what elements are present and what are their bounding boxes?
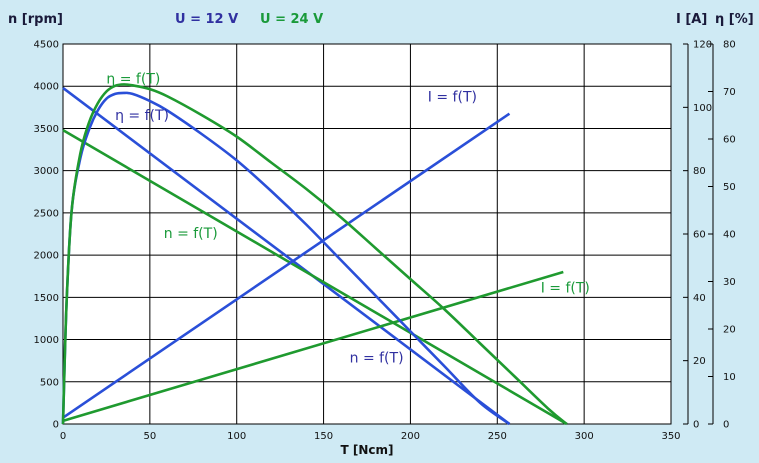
curves	[61, 83, 568, 426]
x-axis-title: T [Ncm]	[341, 443, 394, 457]
current-curve-24v	[62, 270, 564, 423]
plot-area	[62, 43, 672, 425]
y-tick-label-efficiency: 40	[723, 230, 736, 241]
y-tick-label-rpm: 4500	[34, 40, 59, 51]
efficiency-curve-24v	[61, 83, 568, 426]
y-tick-label-current: 120	[693, 40, 712, 51]
y-tick-label-efficiency: 10	[723, 372, 736, 383]
curve-label: I = f(T)	[428, 89, 477, 105]
y-tick-label-efficiency: 20	[723, 325, 736, 336]
grid	[62, 43, 672, 425]
y-tick-label-rpm: 3500	[34, 124, 59, 135]
curve-label: n = f(T)	[164, 226, 218, 242]
y-tick-label-rpm: 1000	[34, 335, 59, 346]
y-tick-label-current: 20	[693, 356, 706, 367]
speed-curve-12v	[62, 86, 511, 426]
y-tick-label-rpm: 2000	[34, 251, 59, 262]
y-tick-label-rpm: 0	[53, 420, 59, 431]
y-tick-label-current: 40	[693, 293, 706, 304]
legend-u12: U = 12 V	[175, 12, 239, 27]
y-tick-label-efficiency: 50	[723, 182, 736, 193]
right-axis-label-current: I [A]	[676, 12, 708, 27]
x-tick-label: 0	[60, 431, 66, 442]
x-tick-label: 200	[401, 431, 420, 442]
y-tick-label-rpm: 4000	[34, 82, 59, 93]
speed-curve-24v	[62, 129, 568, 426]
y-tick-label-efficiency: 0	[723, 420, 729, 431]
curve-labels: η = f(T) η = f(T) I = f(T) n = f(T) I = f(T)…	[106, 72, 589, 367]
curve-label: I = f(T)	[541, 280, 590, 296]
x-tick-label: 50	[143, 431, 156, 442]
right-axis-label-efficiency: η [%]	[715, 12, 754, 27]
y-tick-label-efficiency: 60	[723, 135, 736, 146]
curve-label: n = f(T)	[350, 350, 404, 366]
y-tick-label-current: 60	[693, 230, 706, 241]
axes: 0 50 100 150 200 250 300 3500500100015002000250…	[34, 40, 736, 443]
y-tick-label-efficiency: 80	[723, 40, 736, 51]
y-tick-label-current: 100	[693, 103, 712, 114]
x-tick-label: 250	[488, 431, 507, 442]
y-tick-label-rpm: 1500	[34, 293, 59, 304]
legend-u24: U = 24 V	[260, 12, 324, 27]
curve-label: η = f(T)	[106, 72, 160, 88]
x-tick-label: 150	[314, 431, 333, 442]
y-tick-label-rpm: 3000	[34, 166, 59, 177]
y-tick-label-efficiency: 70	[723, 87, 736, 98]
y-tick-label-efficiency: 30	[723, 277, 736, 288]
y-tick-label-current: 80	[693, 166, 706, 177]
x-tick-label: 350	[661, 431, 680, 442]
x-tick-label: 300	[575, 431, 594, 442]
x-tick-label: 100	[227, 431, 246, 442]
current-curve-12v	[62, 112, 511, 419]
left-axis-label: n [rpm]	[8, 12, 63, 27]
y-tick-label-rpm: 2500	[34, 208, 59, 219]
curve-label: η = f(T)	[115, 108, 169, 124]
y-tick-label-current: 0	[693, 420, 699, 431]
y-tick-label-rpm: 500	[40, 377, 59, 388]
